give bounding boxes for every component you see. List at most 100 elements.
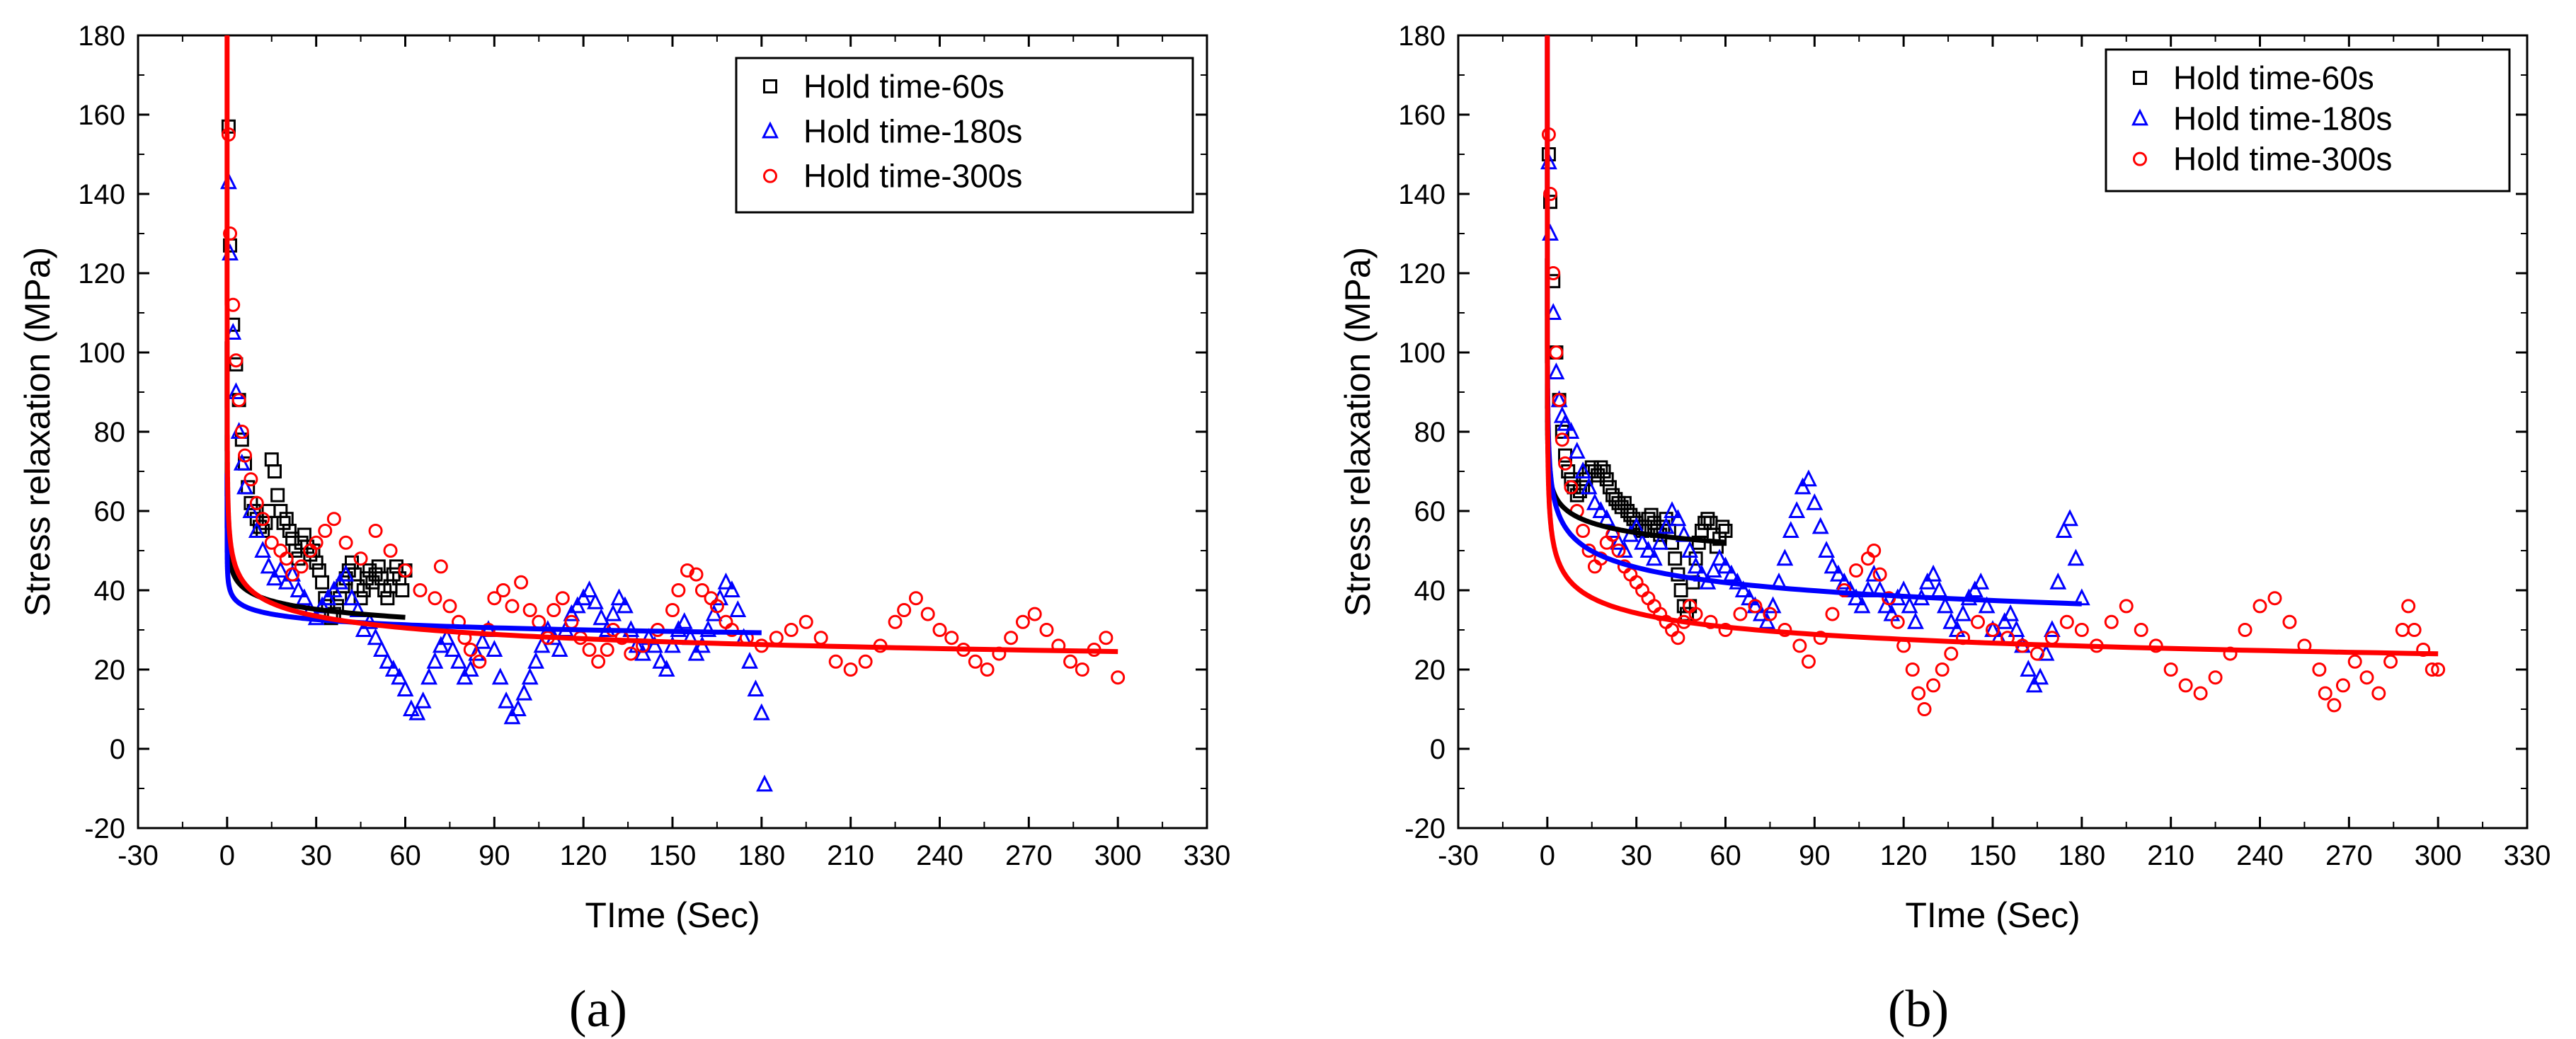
data-point [223,226,238,241]
data-point [505,599,520,614]
data-point [468,643,486,661]
data-point [365,575,380,590]
x-tick-label: 90 [479,840,510,871]
data-point [747,679,765,696]
data-point [1592,501,1610,518]
data-point [491,667,509,685]
data-point [311,563,326,578]
data-point [256,512,270,527]
data-point [533,636,551,653]
legend-label: Hold time-180s [803,113,1022,149]
data-point [244,495,258,510]
data-point [1557,413,1574,431]
data-point [580,580,598,597]
data-point [503,707,521,725]
data-point [587,592,604,609]
data-point [238,448,252,463]
y-tick-label: 40 [94,575,126,607]
y-tick-label: 140 [78,179,125,210]
data-point [353,551,368,566]
data-point [1792,638,1807,653]
data-point [1936,596,1954,614]
data-point [456,667,474,685]
data-point [1580,477,1598,495]
data-point [664,636,681,653]
data-point [442,599,457,614]
data-point [968,654,983,669]
data-point [2335,678,2350,693]
legend-label: Hold time-180s [2173,100,2392,137]
data-point [229,357,244,372]
data-point [980,662,995,677]
data-point [1027,607,1042,621]
data-point [1800,469,1817,487]
data-point [428,591,442,606]
data-point [521,667,539,685]
y-tick-label: 140 [1398,179,1446,210]
data-point [463,643,478,657]
x-tick-label: 90 [1799,840,1831,871]
data-point [582,643,597,657]
data-point [433,559,448,574]
data-point [1824,556,1841,574]
x-tick-label: 120 [1880,840,1928,871]
data-point [1788,501,1806,518]
data-point [665,603,680,617]
data-point [373,640,390,657]
data-point [331,572,349,590]
data-point [2347,654,2362,669]
data-point [1664,501,1681,518]
data-point [1681,541,1699,558]
y-tick-label: 20 [1414,655,1446,686]
legend-label: Hold time-300s [2173,141,2392,178]
data-point [1711,549,1729,566]
y-tick-label: 120 [1398,258,1446,289]
legend-box [2105,48,2511,193]
data-point [1748,599,1763,614]
data-point [355,620,372,637]
data-point [1926,678,1941,693]
data-point [1543,195,1558,209]
y-tick-label: 80 [1414,417,1446,448]
y-tick-label: 80 [94,417,126,448]
data-point [2030,646,2044,661]
legend-marker [2133,151,2147,166]
data-point [680,563,694,578]
data-point [858,654,873,669]
data-point [1813,631,1828,645]
data-point [1668,551,1683,566]
data-point [244,472,258,487]
data-point [224,323,242,340]
data-point [338,535,353,550]
data-point [384,660,402,677]
data-point [1996,612,2013,629]
data-point [426,651,444,669]
data-point [227,382,245,399]
data-point [2008,620,2025,637]
y-axis-title: Stress relaxation (MPa) [1338,247,1378,616]
data-point [380,591,395,606]
data-point [408,703,426,721]
data-point [402,699,420,716]
data-point [498,691,515,708]
data-point [264,535,279,550]
data-point [1905,662,1920,677]
y-tick-label: 160 [78,100,125,131]
data-point [920,607,935,621]
legend-label: Hold time-60s [2173,59,2374,96]
data-point [1718,524,1733,538]
x-tick-label: 270 [2325,840,2373,871]
data-point [888,614,903,629]
data-point [1954,604,1971,621]
data-point [2044,631,2059,645]
data-point [229,353,244,368]
data-point [610,588,628,606]
data-point [472,654,487,669]
y-tick-label: 120 [78,258,125,289]
data-point [564,614,579,629]
data-point [1734,580,1752,597]
data-point [527,651,544,669]
data-point [1673,583,1688,597]
data-point [694,583,709,597]
